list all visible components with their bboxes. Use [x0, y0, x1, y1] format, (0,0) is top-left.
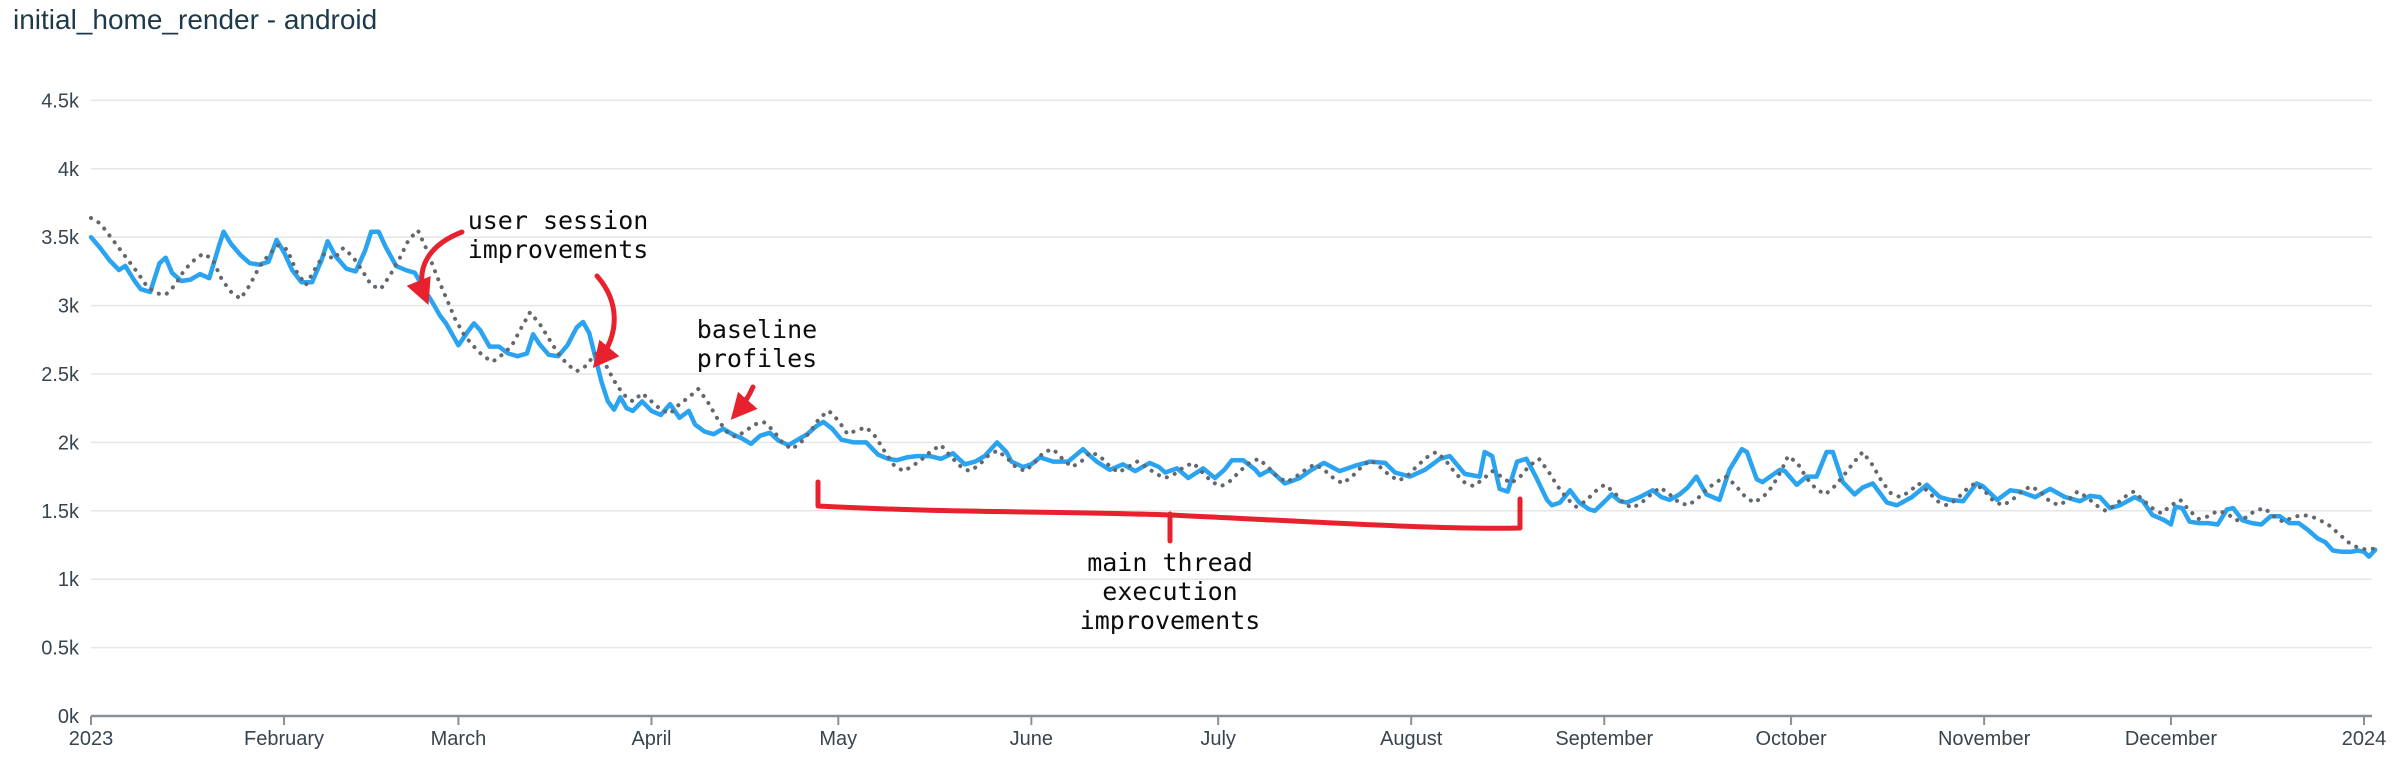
x-tick-label: May: [819, 728, 857, 750]
x-tick-label: February: [244, 728, 324, 750]
annotation-line: improvements: [1079, 606, 1261, 635]
annotation-line: improvements: [467, 235, 649, 264]
x-tick-label: March: [431, 728, 487, 750]
annotation-line: main thread: [1087, 548, 1253, 577]
annotation-line: execution: [1102, 577, 1238, 606]
y-tick-label: 1k: [58, 569, 80, 591]
x-tick-label: June: [1010, 728, 1053, 750]
y-tick-label: 3k: [58, 296, 80, 318]
series-gray-dotted-line: [89, 216, 2378, 552]
x-tick-label: 2024: [2342, 728, 2387, 750]
y-tick-label: 4.5k: [41, 90, 80, 112]
x-tick-label: September: [1555, 728, 1653, 750]
x-tick-label: October: [1756, 728, 1827, 750]
x-tick-label: December: [2125, 728, 2218, 750]
axes: 0k 0.5k 1k 1.5k 2k 2.5k 3k 3.5k 4k 4.5k 2023 Februa…: [41, 90, 2386, 750]
annotation-main-thread: main thread execution improvements: [1080, 548, 1261, 635]
annotation-line: profiles: [696, 344, 818, 373]
red-annotations: [406, 229, 1523, 544]
x-tick-label: April: [631, 728, 671, 750]
user-session-arrow-1: [406, 229, 465, 306]
y-tick-label: 2.5k: [41, 364, 80, 386]
annotation-line: baseline: [696, 315, 818, 344]
x-tick-label: November: [1938, 728, 2031, 750]
annotation-user-session: user session improvements: [468, 206, 649, 264]
x-tick-label: August: [1380, 728, 1443, 750]
x-tick-label: July: [1200, 728, 1236, 750]
data-series: [88, 216, 2378, 559]
y-tick-label: 4k: [58, 159, 80, 181]
series-blue-solid-line: [88, 229, 2378, 559]
user-session-arrow-2: [592, 273, 620, 369]
x-tick-label: 2023: [69, 728, 114, 750]
y-tick-label: 2k: [58, 432, 80, 454]
y-tick-label: 0.5k: [41, 638, 80, 660]
annotation-baseline-profiles: baseline profiles: [697, 315, 817, 373]
y-tick-label: 1.5k: [41, 501, 80, 523]
y-tick-label: 0k: [58, 706, 80, 728]
page-title: initial_home_render - android: [13, 4, 378, 35]
baseline-profiles-arrow: [730, 384, 758, 420]
y-tick-label: 3.5k: [41, 227, 80, 249]
annotation-line: user session: [467, 206, 649, 235]
gridlines: [91, 99, 2372, 649]
